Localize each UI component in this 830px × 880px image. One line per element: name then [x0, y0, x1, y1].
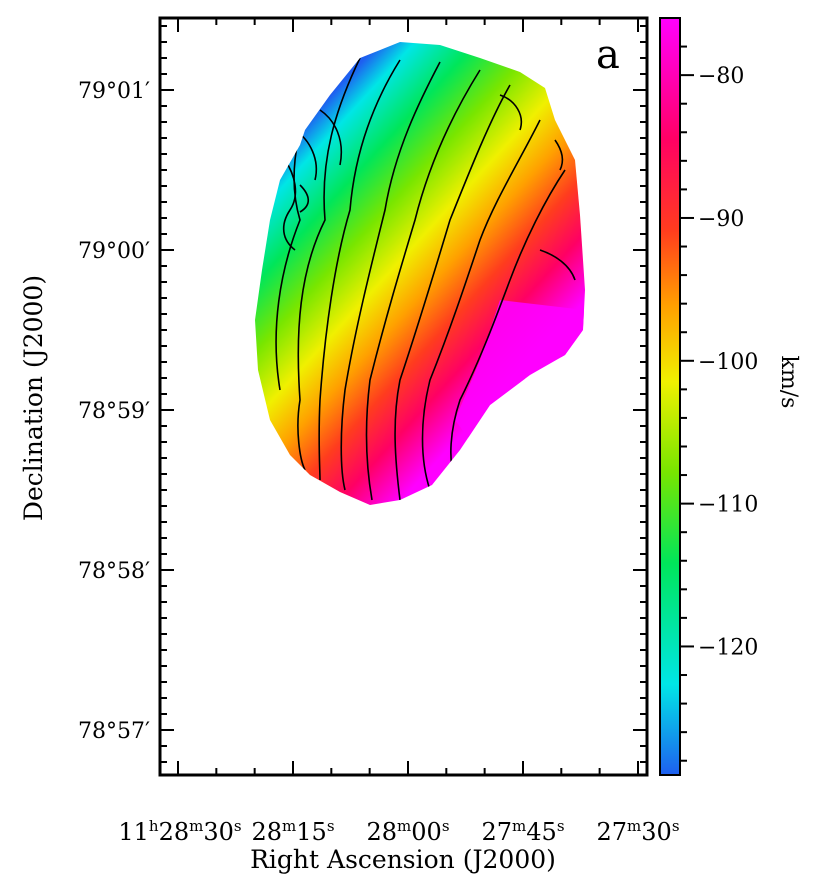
colorbar-tick-label: −110	[698, 493, 758, 518]
x-tick-label: 11h28m30s	[118, 817, 241, 846]
y-tick-label: 79°00′	[78, 239, 150, 264]
x-tick-label: 28m15s	[251, 817, 334, 846]
y-ticks	[160, 25, 647, 763]
y-tick-label: 78°59′	[78, 399, 150, 424]
colorbar-tick-label: −80	[698, 64, 744, 89]
x-ticks	[177, 18, 639, 775]
colorbar-title: km/s	[776, 356, 801, 409]
x-tick-label: 27m30s	[596, 817, 679, 846]
colorbar	[659, 17, 681, 776]
x-tick-labels: 11h28m30s 28m15s 28m00s 27m45s 27m30s	[118, 817, 679, 846]
y-tick-label: 79°01′	[78, 79, 150, 104]
panel-label: a	[596, 32, 620, 78]
colorbar-ticks	[680, 45, 694, 762]
velocity-contours	[275, 57, 576, 501]
x-tick-label: 28m00s	[366, 817, 449, 846]
y-tick-label: 78°57′	[78, 719, 150, 744]
y-tick-label: 78°58′	[78, 559, 150, 584]
y-axis-title: Declination (J2000)	[19, 275, 48, 521]
colorbar-tick-label: −90	[698, 207, 744, 232]
x-tick-label: 27m45s	[481, 817, 564, 846]
colorbar-tick-label: −120	[698, 635, 758, 660]
y-tick-labels: 79°01′ 79°00′ 78°59′ 78°58′ 78°57′	[78, 79, 150, 744]
colorbar-tick-labels: −80 −90 −100 −110 −120	[698, 64, 758, 660]
x-axis-title: Right Ascension (J2000)	[250, 845, 556, 874]
colorbar-tick-label: −100	[698, 350, 758, 375]
